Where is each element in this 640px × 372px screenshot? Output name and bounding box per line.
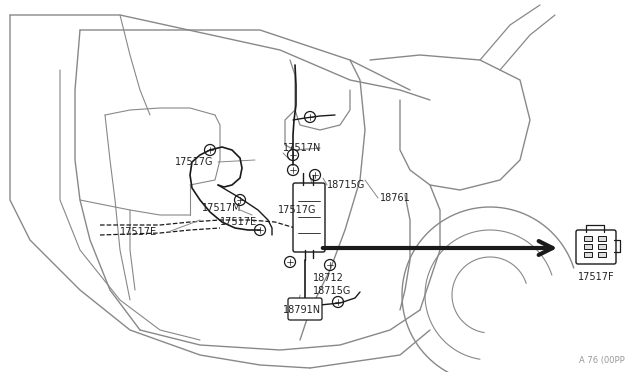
- Bar: [584, 236, 592, 241]
- Bar: [598, 252, 606, 257]
- FancyBboxPatch shape: [293, 183, 325, 252]
- Text: 17517E: 17517E: [220, 217, 257, 227]
- Bar: [598, 236, 606, 241]
- Text: 18715G: 18715G: [313, 286, 351, 296]
- Bar: [584, 244, 592, 249]
- Text: A 76 (00PP: A 76 (00PP: [579, 356, 625, 365]
- Text: 17517F: 17517F: [578, 272, 614, 282]
- Text: 17517N: 17517N: [283, 143, 321, 153]
- Bar: [598, 244, 606, 249]
- FancyBboxPatch shape: [288, 298, 322, 320]
- FancyBboxPatch shape: [576, 230, 616, 264]
- Text: 17517G: 17517G: [175, 157, 214, 167]
- Text: 18791N: 18791N: [283, 305, 321, 315]
- Text: 18761: 18761: [380, 193, 411, 203]
- Text: 18712: 18712: [313, 273, 344, 283]
- Text: 17517G: 17517G: [278, 205, 317, 215]
- Text: 18715G: 18715G: [327, 180, 365, 190]
- Bar: [584, 252, 592, 257]
- Text: 17517E: 17517E: [120, 227, 157, 237]
- Text: 17517M: 17517M: [202, 203, 241, 213]
